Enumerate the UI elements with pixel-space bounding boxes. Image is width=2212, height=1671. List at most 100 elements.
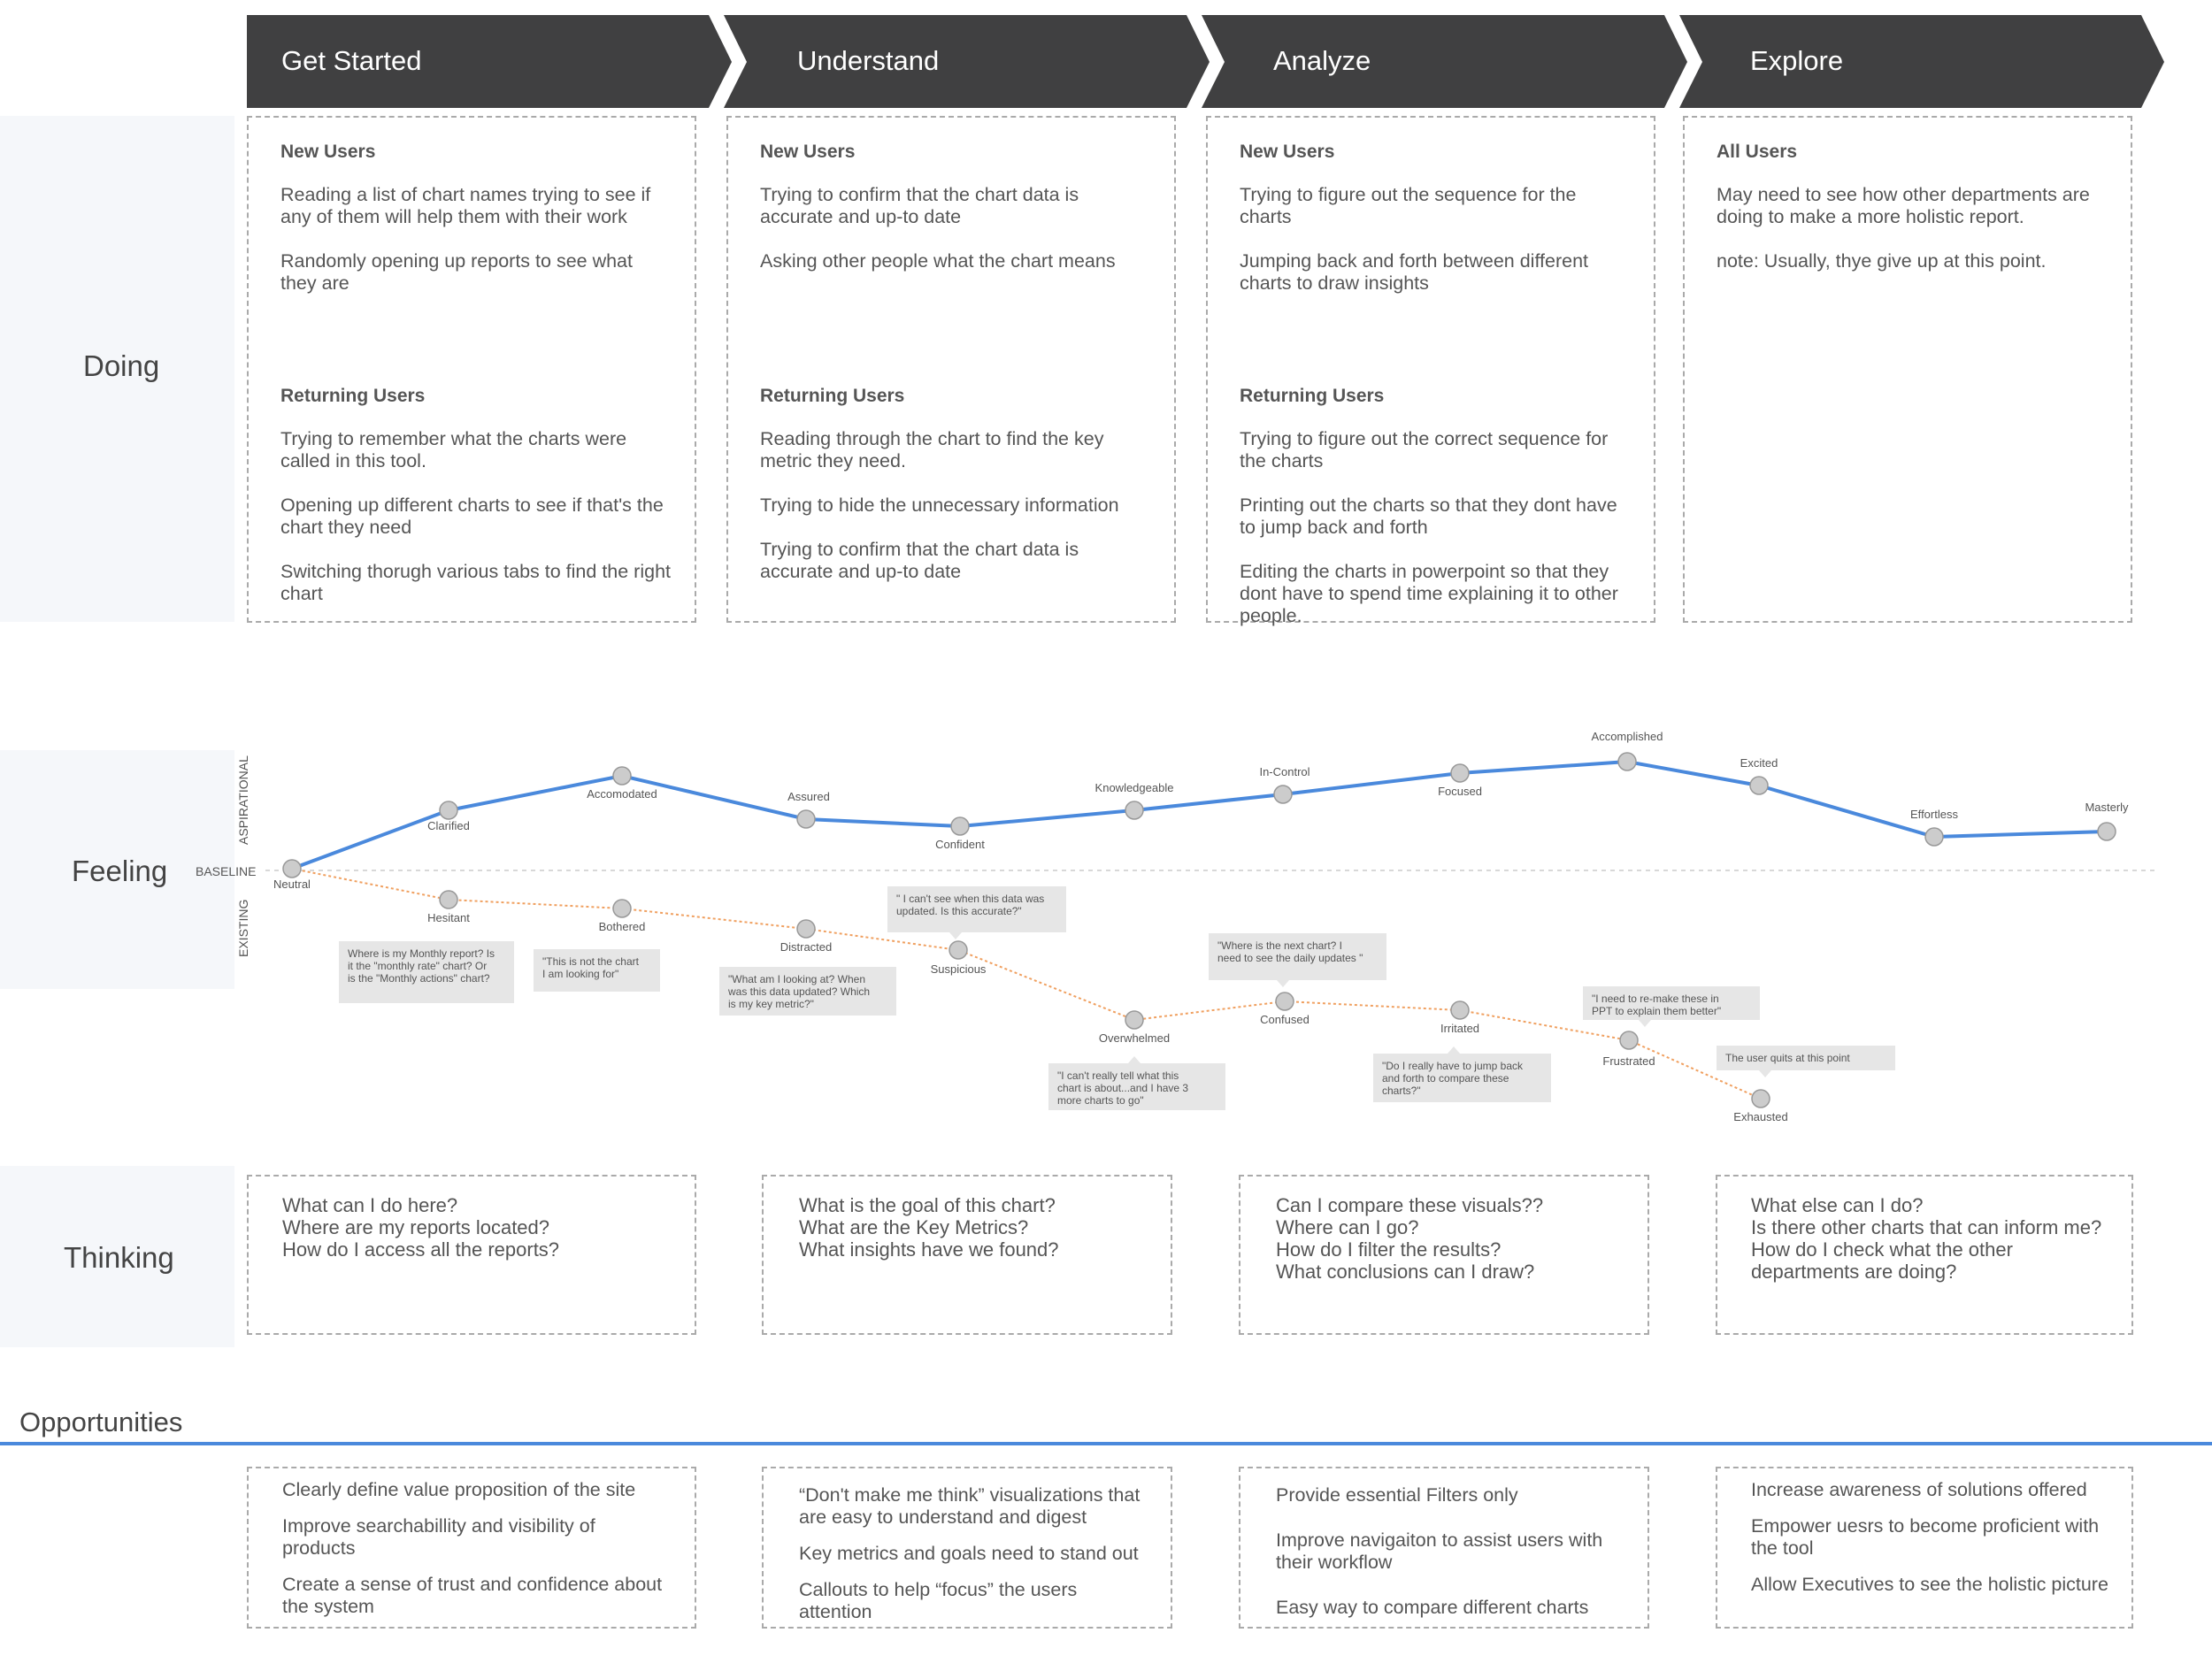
existing-emotion-label: Suspicious	[931, 962, 987, 976]
aspirational-point	[1273, 785, 1293, 804]
aspirational-point	[950, 816, 970, 836]
quote-text: more charts to go"	[1057, 1094, 1144, 1107]
doing-section-returning-users: Returning Users Trying to remember what …	[280, 385, 673, 627]
thinking-question: Is there other charts that can inform me…	[1751, 1216, 2102, 1238]
opportunity-item: Easy way to compare different charts	[1276, 1597, 1589, 1618]
doing-item: Randomly opening up reports to see what …	[280, 250, 633, 294]
thinking-box-get-started: What can I do here? Where are my reports…	[247, 1175, 696, 1335]
doing-item: Reading through the chart to find the ke…	[760, 428, 1104, 471]
thinking-question: Where are my reports located?	[282, 1216, 550, 1238]
existing-point	[796, 919, 816, 939]
aspirational-point	[1749, 776, 1769, 795]
quote-text: charts?"	[1382, 1085, 1421, 1097]
aspirational-emotion-label: Neutral	[273, 878, 311, 891]
thinking-question: What insights have we found?	[799, 1238, 1059, 1261]
opportunity-item: Improve searchabillity and visibility of…	[282, 1515, 595, 1559]
doing-item: Trying to confirm that the chart data is…	[760, 539, 1079, 582]
thinking-box-understand: What is the goal of this chart? What are…	[762, 1175, 1172, 1335]
existing-point	[1275, 992, 1294, 1011]
existing-emotion-label: Frustrated	[1602, 1054, 1655, 1068]
doing-item: Editing the charts in powerpoint so that…	[1240, 561, 1618, 626]
existing-emotion-line	[291, 868, 1762, 1100]
aspirational-emotion-label: Assured	[787, 790, 830, 803]
doing-item: Trying to confirm that the chart data is…	[760, 184, 1079, 227]
aspirational-emotion-label: Effortless	[1910, 808, 1958, 821]
aspirational-emotion-label: Masterly	[2085, 801, 2129, 814]
existing-emotion-label: Distracted	[780, 940, 833, 954]
opportunity-box-analyze: Provide essential Filters only Improve n…	[1239, 1467, 1649, 1629]
stage-title-get-started: Get Started	[281, 45, 422, 76]
thinking-question: How do I access all the reports?	[282, 1238, 560, 1261]
thinking-question: What conclusions can I draw?	[1276, 1261, 1535, 1283]
thinking-row-band	[0, 1166, 234, 1347]
existing-emotion-label: Irritated	[1440, 1022, 1479, 1035]
quote-text: is my key metric?"	[728, 998, 814, 1010]
stage-title-analyze: Analyze	[1273, 45, 1371, 76]
existing-emotion-label: Overwhelmed	[1099, 1031, 1170, 1045]
existing-point	[1450, 1000, 1470, 1020]
quote-pointer	[1277, 980, 1289, 987]
existing-point	[439, 890, 458, 909]
aspirational-emotion-label: Clarified	[427, 819, 470, 832]
aspirational-emotion-label: Accomplished	[1592, 730, 1663, 743]
doing-box-understand: New Users Trying to confirm that the cha…	[726, 116, 1176, 623]
opportunity-item: Create a sense of trust and confidence a…	[282, 1574, 663, 1617]
quote-text: "Where is the next chart? I	[1217, 939, 1342, 952]
doing-section-returning-users: Returning Users Reading through the char…	[760, 385, 1153, 605]
aspirational-emotion-label: In-Control	[1259, 765, 1310, 778]
doing-box-get-started: New Users Reading a list of chart names …	[247, 116, 696, 623]
existing-point	[612, 899, 632, 918]
opportunity-box-understand: “Don't make me think” visualizations tha…	[762, 1467, 1172, 1629]
row-label-doing: Doing	[83, 349, 160, 382]
doing-section-all-users: All Users May need to see how other depa…	[1717, 141, 2109, 272]
axis-label-aspirational: ASPIRATIONAL	[236, 755, 250, 845]
quote-text: " I can't see when this data was	[896, 893, 1044, 905]
quote-pointer	[1759, 1070, 1771, 1077]
thinking-question: How do I filter the results?	[1276, 1238, 1502, 1261]
existing-emotion-label: Confused	[1260, 1013, 1310, 1026]
aspirational-emotion-label: Knowledgeable	[1095, 781, 1174, 794]
quote-bubble	[887, 886, 1066, 932]
stage-title-understand: Understand	[797, 45, 940, 76]
section-heading: Returning Users	[280, 386, 426, 406]
thinking-question: What else can I do?	[1751, 1194, 1924, 1216]
quote-text: it the "monthly rate" chart? Or	[348, 960, 487, 972]
quote-text: "This is not the chart	[542, 955, 640, 968]
doing-item: Trying to figure out the correct sequenc…	[1240, 428, 1609, 471]
aspirational-emotion-label: Accomodated	[587, 787, 657, 801]
aspirational-point	[612, 766, 632, 786]
opportunity-item: Key metrics and goals need to stand out	[799, 1543, 1139, 1564]
doing-item: Jumping back and forth between different…	[1240, 250, 1589, 294]
opportunity-item: “Don't make me think” visualizations tha…	[799, 1484, 1141, 1528]
existing-point	[1125, 1010, 1144, 1030]
quote-text: I am looking for"	[542, 968, 618, 980]
quote-text: updated. Is this accurate?"	[896, 905, 1022, 917]
axis-label-existing: EXISTING	[236, 900, 250, 957]
quote-text: was this data updated? Which	[727, 985, 870, 998]
aspirational-emotion-line	[291, 759, 2108, 870]
section-heading: New Users	[1240, 142, 1335, 162]
opportunities-divider	[0, 1442, 2212, 1445]
opportunities-title: Opportunities	[19, 1407, 183, 1437]
doing-item: Opening up different charts to see if th…	[280, 494, 664, 538]
doing-item: note: Usually, thye give up at this poin…	[1717, 250, 2047, 272]
quote-callout: " I can't see when this data wasupdated.…	[887, 886, 1066, 939]
quote-text: "What am I looking at? When	[728, 973, 865, 985]
opportunity-item: Increase awareness of solutions offered	[1751, 1479, 2087, 1500]
thinking-question: How do I check what the other department…	[1751, 1238, 2013, 1283]
quote-bubble	[1717, 1046, 1895, 1070]
quote-bubble	[1209, 933, 1386, 980]
aspirational-point	[2097, 822, 2116, 841]
opportunity-item: Provide essential Filters only	[1276, 1484, 1518, 1506]
quote-text: and forth to compare these	[1382, 1072, 1509, 1085]
doing-row-band	[0, 116, 234, 622]
opportunity-item: Empower uesrs to become proficient with …	[1751, 1515, 2100, 1559]
aspirational-point	[282, 859, 302, 878]
section-heading: Returning Users	[1240, 386, 1385, 406]
stage-chevron-explore	[1679, 15, 2164, 108]
thinking-question: Where can I go?	[1276, 1216, 1419, 1238]
